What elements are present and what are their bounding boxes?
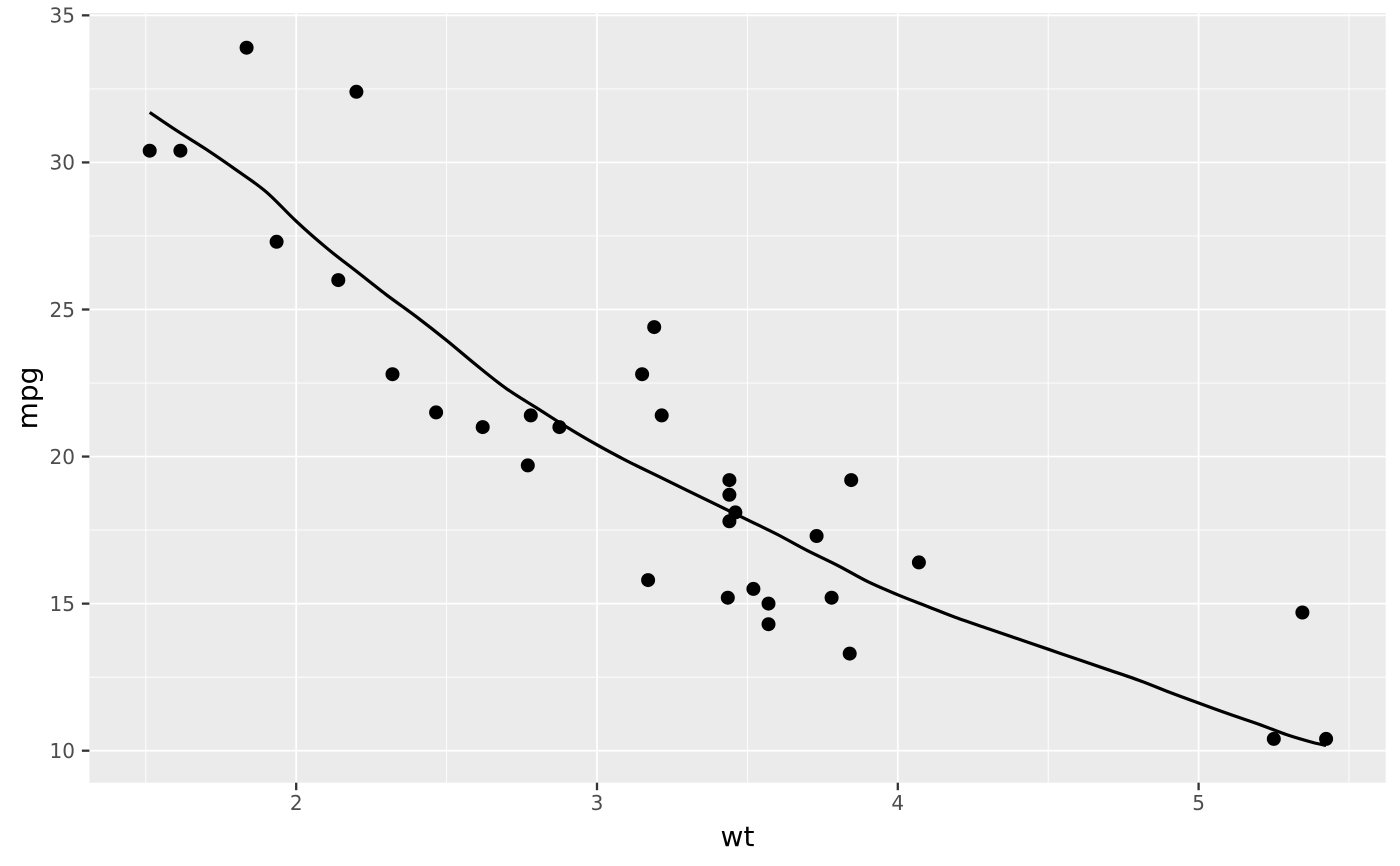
x-tick-label: 3 [591,791,604,815]
data-point [722,514,737,529]
data-point [635,367,650,382]
data-point [809,529,824,543]
y-tick-label: 10 [50,739,75,763]
data-point [142,143,157,158]
data-point [722,487,737,502]
data-point [552,420,567,435]
x-tick-label: 5 [1192,791,1205,815]
data-point [1266,731,1281,746]
data-point [269,234,284,249]
y-axis-title: mpg [11,366,44,430]
data-point [761,617,776,632]
loess-curve [148,111,1327,747]
data-point [911,555,926,570]
data-point [523,408,538,423]
data-point [641,573,656,588]
data-point [385,367,400,382]
data-point [429,405,444,420]
data-point [746,581,761,596]
y-tick-label: 35 [50,4,75,28]
data-point [1319,731,1334,746]
data-point [331,273,346,288]
x-tick-label: 4 [891,791,904,815]
data-point [239,40,254,55]
data-point [844,473,859,488]
data-point [720,590,735,605]
data-point [842,646,857,661]
data-point [520,458,535,473]
y-tick-label: 25 [50,298,75,322]
plot-panel [89,13,1386,783]
data-point [824,590,839,605]
x-axis-title: wt [720,820,755,853]
y-tick-label: 20 [50,445,75,469]
x-tick-label: 2 [290,791,303,815]
data-point [654,408,669,423]
y-tick-label: 30 [50,151,75,175]
data-point [1295,605,1310,620]
data-point [349,84,364,99]
data-point [475,420,490,435]
data-point [722,473,737,488]
data-point [761,596,776,611]
data-point [647,320,662,335]
y-tick-label: 15 [50,592,75,616]
data-point [173,143,188,158]
